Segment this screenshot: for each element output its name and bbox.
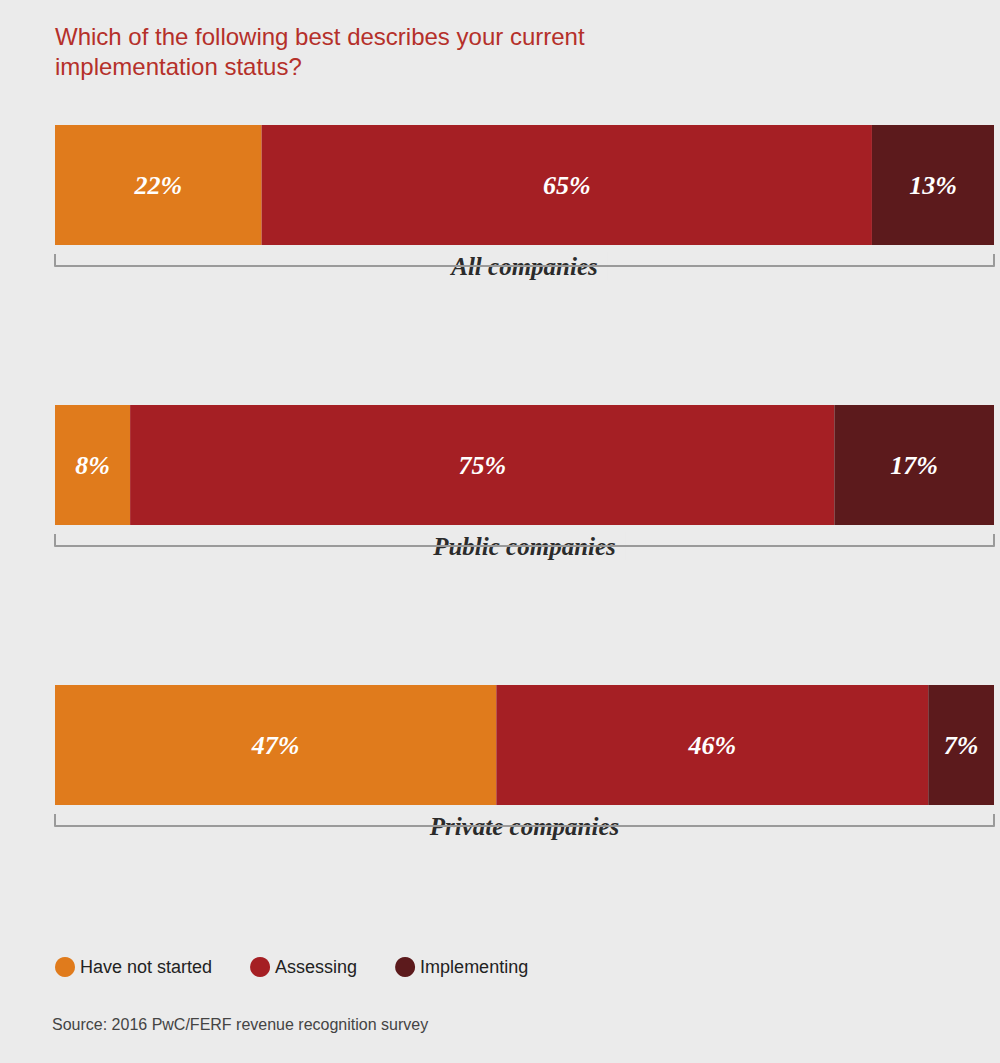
svg-text:Implementing: Implementing <box>420 957 528 977</box>
svg-text:46%: 46% <box>687 731 736 760</box>
svg-text:8%: 8% <box>75 451 110 480</box>
svg-text:75%: 75% <box>458 451 506 480</box>
svg-text:Public companies: Public companies <box>433 532 616 560</box>
svg-text:implementation status?: implementation status? <box>55 53 302 80</box>
svg-text:17%: 17% <box>890 451 938 480</box>
svg-text:13%: 13% <box>909 171 957 200</box>
svg-text:65%: 65% <box>543 171 591 200</box>
svg-text:22%: 22% <box>133 171 182 200</box>
svg-text:All companies: All companies <box>451 252 598 280</box>
svg-text:Have not started: Have not started <box>80 957 212 977</box>
svg-text:Assessing: Assessing <box>275 957 357 977</box>
svg-text:Which of the following best de: Which of the following best describes yo… <box>55 23 591 50</box>
svg-text:Private companies: Private companies <box>429 812 620 840</box>
svg-text:7%: 7% <box>944 731 979 760</box>
svg-text:47%: 47% <box>251 731 300 760</box>
svg-text:Source: 2016 PwC/FERF revenue: Source: 2016 PwC/FERF revenue recognitio… <box>52 1016 428 1033</box>
